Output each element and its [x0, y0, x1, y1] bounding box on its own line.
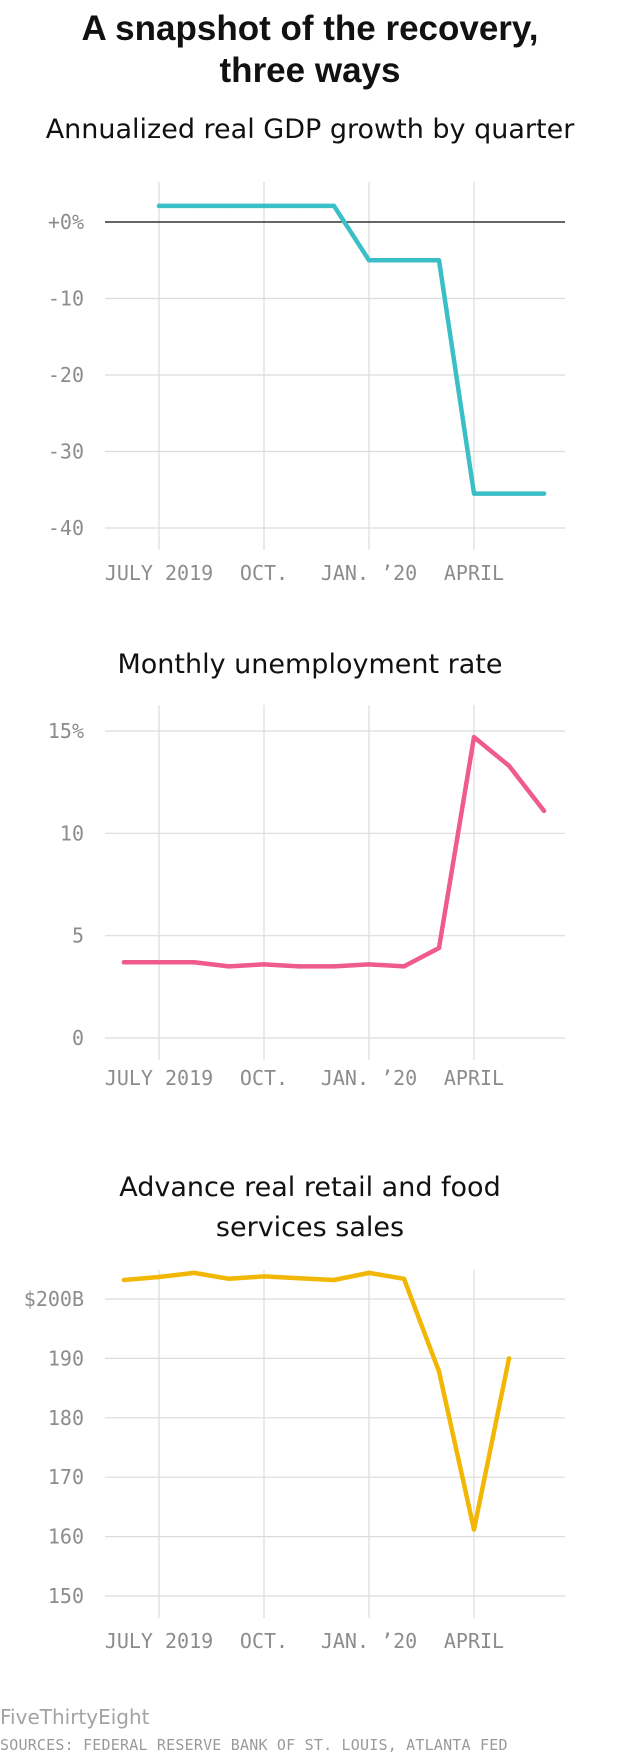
- footer-brand: FiveThirtyEight: [0, 1705, 150, 1729]
- retail-point-5: [296, 1276, 302, 1281]
- retail-point-10: [471, 1527, 477, 1532]
- gdp-y-tick-label-3: -30: [48, 440, 84, 464]
- main-title-line-1: A snapshot of the recovery,: [81, 9, 539, 48]
- gdp-point-2: [226, 203, 232, 209]
- gdp-point-11: [541, 491, 547, 496]
- gdp-x-tick-label-2: JAN. ’20: [321, 561, 417, 585]
- main-title: A snapshot of the recovery, three ways: [0, 8, 620, 92]
- gdp-point-8: [436, 258, 442, 263]
- retail-point-11: [506, 1356, 512, 1361]
- unemployment-point-11: [506, 763, 512, 768]
- retail-point-4: [261, 1274, 267, 1279]
- unemployment-point-9: [436, 945, 442, 951]
- footer-sources: SOURCES: FEDERAL RESERVE BANK OF ST. LOU…: [0, 1736, 508, 1754]
- retail-point-0: [121, 1277, 127, 1283]
- gdp-y-tick-label-4: -40: [48, 516, 84, 540]
- unemployment-y-tick-label-2: 5: [72, 924, 84, 948]
- retail-x-tick-label-2: JAN. ’20: [321, 1629, 417, 1653]
- unemployment-point-0: [121, 960, 127, 965]
- gdp-x-tick-label-1: OCT.: [240, 561, 288, 585]
- retail-x-tick-label-0: JULY 2019: [105, 1629, 213, 1653]
- gdp-point-6: [366, 258, 372, 263]
- unemployment-x-tick-label-0: JULY 2019: [105, 1066, 213, 1090]
- gdp-y-tick-label-2: -20: [48, 363, 84, 387]
- unemployment-point-6: [331, 964, 337, 969]
- unemployment-x-tick-label-1: OCT.: [240, 1066, 288, 1090]
- unemployment-series-line: [121, 734, 547, 969]
- main-title-line-2: three ways: [219, 51, 401, 90]
- unemployment-point-4: [261, 962, 267, 967]
- unemployment-point-8: [401, 964, 407, 969]
- unemployment-y-tick-label-0: 15%: [48, 719, 84, 743]
- retail-x-tick-label-3: APRIL: [444, 1629, 504, 1653]
- unemployment-x-tick-label-3: APRIL: [444, 1066, 504, 1090]
- retail-point-3: [226, 1276, 232, 1282]
- unemployment-chart-title: Monthly unemployment rate: [117, 649, 503, 680]
- retail-point-1: [156, 1274, 162, 1280]
- retail-series-line: [121, 1270, 512, 1532]
- retail-y-tick-label-2: 180: [48, 1406, 84, 1430]
- unemployment-y-tick-label-1: 10: [60, 821, 84, 845]
- retail-chart-title: Advance real retail and food services sa…: [119, 1172, 501, 1243]
- unemployment-x-tick-label-2: JAN. ’20: [321, 1066, 417, 1090]
- gdp-series-line: [156, 203, 547, 496]
- gdp-point-4: [296, 203, 302, 209]
- unemployment-point-3: [226, 964, 232, 969]
- retail-point-9: [436, 1369, 442, 1374]
- unemployment-y-tick-label-3: 0: [72, 1026, 84, 1050]
- unemployment-point-7: [366, 962, 372, 967]
- gdp-point-3: [261, 203, 267, 209]
- retail-y-tick-label-5: 150: [48, 1584, 84, 1608]
- gdp-chart-title: Annualized real GDP growth by quarter: [45, 114, 575, 145]
- gdp-x-tick-label-3: APRIL: [444, 561, 504, 585]
- gdp-x-tick-label-0: JULY 2019: [105, 561, 213, 585]
- unemployment-point-12: [541, 808, 547, 814]
- gdp-point-10: [506, 491, 512, 496]
- gdp-chart: +0% -10 -20 -30 -40 JULY 2019 OCT. JAN. ’20 APRI…: [48, 182, 565, 585]
- gdp-point-0: [156, 203, 162, 209]
- unemployment-chart: 15% 10 5 0 JULY 2019 OCT. JAN. ’20 APRIL: [48, 705, 565, 1090]
- retail-point-2: [191, 1270, 197, 1276]
- gdp-point-5: [331, 203, 337, 209]
- unemployment-point-5: [296, 964, 302, 969]
- gdp-point-1: [191, 203, 197, 209]
- unemployment-point-2: [191, 960, 197, 965]
- unemployment-point-1: [156, 960, 162, 965]
- gdp-y-tick-label-1: -10: [48, 287, 84, 311]
- retail-point-7: [366, 1270, 372, 1276]
- gdp-y-tick-label-0: +0%: [48, 210, 84, 234]
- gdp-point-9: [471, 491, 477, 496]
- retail-chart: $200B 190 180 170 160 150 JULY 2019 OCT. JAN. ’2…: [24, 1270, 565, 1653]
- retail-x-tick-label-1: OCT.: [240, 1629, 288, 1653]
- retail-y-tick-label-4: 160: [48, 1525, 84, 1549]
- retail-point-6: [331, 1277, 337, 1283]
- retail-point-8: [401, 1276, 407, 1282]
- retail-y-tick-label-3: 170: [48, 1465, 84, 1489]
- retail-y-tick-label-0: $200B: [24, 1287, 84, 1311]
- retail-y-tick-label-1: 190: [48, 1346, 84, 1370]
- unemployment-point-10: [471, 734, 477, 740]
- gdp-point-7: [401, 258, 407, 263]
